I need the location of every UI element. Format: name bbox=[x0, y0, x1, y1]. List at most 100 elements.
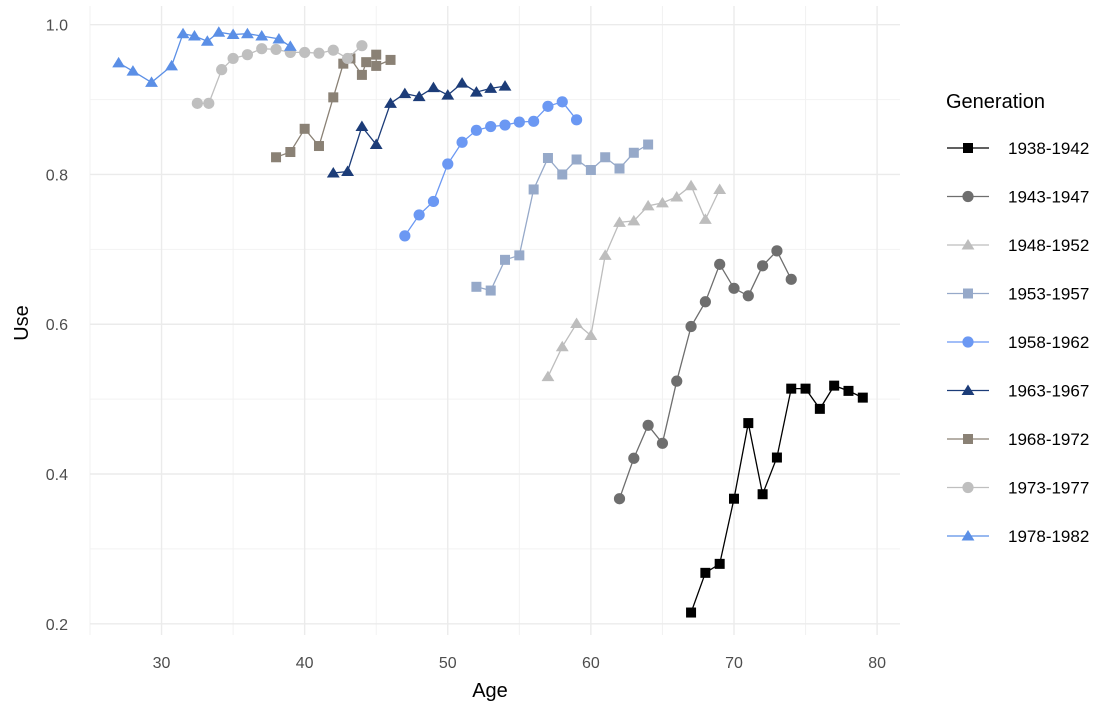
data-point bbox=[570, 317, 583, 328]
data-point bbox=[126, 65, 140, 76]
data-point bbox=[285, 147, 296, 158]
data-point bbox=[742, 290, 754, 302]
data-point bbox=[203, 97, 215, 109]
data-point bbox=[643, 139, 654, 150]
data-point bbox=[256, 43, 268, 55]
y-tick-label: 0.4 bbox=[46, 467, 68, 484]
series-1958-1962 bbox=[399, 96, 583, 242]
data-point bbox=[485, 120, 497, 133]
data-point bbox=[743, 418, 754, 429]
legend-label: 1958-1962 bbox=[1008, 333, 1089, 352]
legend-marker bbox=[962, 190, 974, 203]
data-point bbox=[176, 27, 190, 39]
data-point bbox=[227, 52, 239, 65]
data-point bbox=[685, 320, 697, 333]
legend-label: 1968-1972 bbox=[1008, 430, 1089, 449]
legend-marker bbox=[961, 239, 975, 250]
data-point bbox=[469, 86, 483, 97]
data-point bbox=[371, 49, 382, 60]
data-point bbox=[628, 452, 640, 464]
data-point bbox=[571, 154, 582, 165]
data-point bbox=[471, 281, 482, 292]
data-point bbox=[641, 199, 655, 211]
data-point bbox=[384, 97, 397, 108]
data-point bbox=[385, 54, 396, 65]
data-point bbox=[341, 165, 355, 176]
data-point bbox=[327, 44, 339, 56]
data-point bbox=[542, 100, 554, 112]
data-point bbox=[542, 153, 553, 164]
legend-label: 1943-1947 bbox=[1008, 188, 1089, 207]
data-point bbox=[313, 47, 325, 59]
data-point bbox=[356, 69, 367, 80]
data-point bbox=[627, 214, 641, 226]
data-point bbox=[361, 57, 372, 68]
legend-marker bbox=[961, 384, 975, 395]
x-axis-title: Age bbox=[472, 680, 508, 702]
data-point bbox=[757, 260, 769, 272]
data-point bbox=[299, 46, 311, 59]
data-point bbox=[165, 59, 178, 71]
y-tick-label: 0.8 bbox=[46, 167, 68, 184]
data-point bbox=[226, 28, 240, 39]
legend-item: 1978-1982 bbox=[947, 527, 1089, 546]
data-point bbox=[216, 64, 228, 76]
data-point bbox=[427, 195, 440, 208]
data-point bbox=[241, 49, 254, 61]
legend-item: 1958-1962 bbox=[947, 333, 1089, 352]
legend-marker bbox=[962, 336, 974, 348]
data-point bbox=[600, 152, 611, 163]
minor-gridlines bbox=[89, 6, 900, 635]
legend-title: Generation bbox=[946, 91, 1045, 113]
data-point bbox=[556, 96, 568, 108]
data-point bbox=[829, 380, 840, 391]
legend-item: 1953-1957 bbox=[947, 285, 1089, 304]
data-point bbox=[338, 58, 349, 69]
x-tick-label: 70 bbox=[725, 655, 743, 672]
legend-label: 1938-1942 bbox=[1008, 139, 1089, 158]
legend-label: 1973-1977 bbox=[1008, 479, 1089, 498]
y-tick-label: 1.0 bbox=[46, 18, 68, 35]
series-line bbox=[690, 384, 864, 613]
data-point bbox=[283, 40, 297, 51]
data-point bbox=[771, 245, 783, 257]
data-point bbox=[528, 184, 539, 195]
data-point bbox=[699, 296, 711, 308]
x-tick-label: 80 bbox=[868, 655, 886, 672]
data-point bbox=[470, 124, 482, 136]
data-point bbox=[299, 123, 310, 134]
series-layer bbox=[112, 26, 868, 618]
data-point bbox=[757, 489, 768, 500]
legend-item: 1963-1967 bbox=[947, 382, 1089, 401]
data-point bbox=[642, 419, 654, 431]
series-1948-1952 bbox=[541, 179, 727, 382]
data-point bbox=[499, 119, 511, 131]
data-point bbox=[557, 169, 568, 180]
legend: Generation 1938-19421943-19471948-195219… bbox=[946, 91, 1089, 546]
x-tick-label: 40 bbox=[296, 655, 314, 672]
data-point bbox=[484, 82, 498, 93]
series-1963-1967 bbox=[326, 77, 512, 178]
legend-label: 1978-1982 bbox=[1008, 527, 1089, 546]
legend-label: 1953-1957 bbox=[1008, 285, 1089, 304]
data-point bbox=[771, 452, 782, 463]
legend-marker bbox=[961, 530, 975, 541]
data-point bbox=[613, 493, 626, 505]
data-point bbox=[356, 40, 368, 52]
data-point bbox=[255, 29, 269, 41]
data-point bbox=[442, 158, 454, 170]
data-point bbox=[313, 141, 324, 152]
data-point bbox=[528, 115, 540, 127]
legend-item: 1973-1977 bbox=[947, 479, 1089, 498]
data-point bbox=[441, 89, 455, 100]
data-point bbox=[455, 77, 469, 88]
data-point bbox=[498, 80, 512, 91]
data-point bbox=[270, 43, 282, 56]
data-point bbox=[800, 383, 811, 394]
data-point bbox=[413, 209, 425, 221]
legend-label: 1963-1967 bbox=[1008, 382, 1089, 401]
data-point bbox=[785, 273, 797, 285]
data-point bbox=[570, 114, 583, 126]
data-point bbox=[728, 493, 739, 504]
